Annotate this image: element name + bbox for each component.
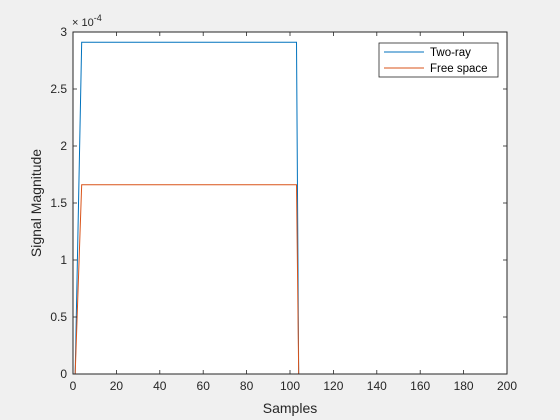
y-tick-label: 3 <box>60 25 67 39</box>
y-tick-label: 0 <box>60 367 67 381</box>
x-tick-label: 180 <box>454 379 474 393</box>
x-tick-label: 0 <box>70 379 77 393</box>
y-exponent-base: × 10 <box>72 17 94 29</box>
y-tick-label: 1 <box>60 253 67 267</box>
legend-label-two-ray: Two-ray <box>430 47 471 59</box>
x-tick-label: 80 <box>240 379 254 393</box>
legend-label-free-space: Free space <box>430 63 488 75</box>
y-axis-ticks: 0 0.5 1 1.5 2 2.5 3 <box>50 25 507 381</box>
x-tick-label: 140 <box>367 379 387 393</box>
y-tick-label: 0.5 <box>50 310 67 324</box>
x-tick-label: 20 <box>110 379 124 393</box>
x-axis-label: Samples <box>263 400 317 416</box>
x-tick-label: 40 <box>153 379 167 393</box>
plot-area <box>73 32 507 374</box>
x-tick-label: 200 <box>497 379 517 393</box>
y-exponent-label: × 10-4 <box>72 13 102 29</box>
y-tick-label: 2.5 <box>50 82 67 96</box>
x-axis-ticks: 0 20 40 60 80 100 120 140 160 180 200 <box>70 32 517 393</box>
legend-box <box>378 42 499 78</box>
x-tick-label: 60 <box>197 379 211 393</box>
y-tick-label: 1.5 <box>50 196 67 210</box>
y-exponent-power: -4 <box>94 13 102 23</box>
x-tick-label: 100 <box>280 379 300 393</box>
legend: Two-ray Free space <box>378 42 499 78</box>
y-tick-label: 2 <box>60 139 67 153</box>
y-axis-label: Signal Magnitude <box>28 149 44 257</box>
x-tick-label: 120 <box>323 379 343 393</box>
x-tick-label: 160 <box>410 379 430 393</box>
